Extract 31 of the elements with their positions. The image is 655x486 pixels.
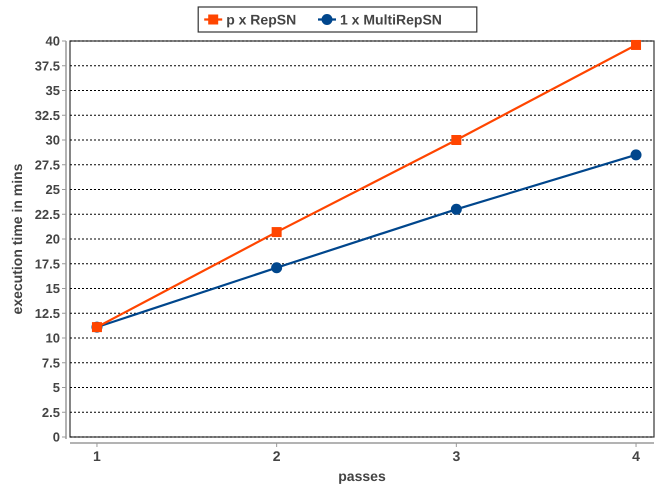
point: [631, 40, 642, 50]
x-tick-label: 1: [93, 448, 102, 464]
point: [271, 262, 282, 274]
x-tick-label: 2: [272, 448, 281, 464]
x-tick-label: 4: [632, 448, 640, 464]
y-tick-label: 32.5: [34, 108, 60, 123]
y-tick-label: 12.5: [34, 306, 60, 321]
point: [451, 135, 462, 145]
y-tick-label: 5: [52, 380, 60, 396]
point: [272, 227, 282, 238]
point: [450, 204, 462, 215]
x-tick-label: 3: [452, 448, 460, 464]
y-tick-label: 40: [46, 34, 60, 49]
y-axis-title: execution time in mins: [9, 163, 25, 314]
y-tick-label: 20: [46, 232, 60, 247]
y-tick-label: 22.5: [34, 206, 60, 222]
y-tick-label: 17.5: [34, 256, 60, 272]
point: [630, 149, 642, 160]
y-tick-label: 2.5: [42, 404, 60, 420]
x-axis-title: passes: [338, 468, 386, 484]
legend-label: 1 x MultiRepSN: [340, 11, 442, 28]
y-tick-label: 0: [52, 430, 60, 445]
y-tick-label: 10: [46, 330, 60, 346]
y-tick-label: 15: [46, 281, 60, 296]
y-tick-label: 30: [46, 132, 60, 148]
y-tick-label: 25: [46, 182, 60, 198]
y-tick-label: 35: [46, 83, 60, 98]
y-tick-label: 27.5: [34, 157, 60, 172]
legend-label: p x RepSN: [226, 11, 296, 28]
y-tick-label: 37.5: [34, 58, 60, 74]
y-tick-label: 7.5: [42, 355, 60, 370]
